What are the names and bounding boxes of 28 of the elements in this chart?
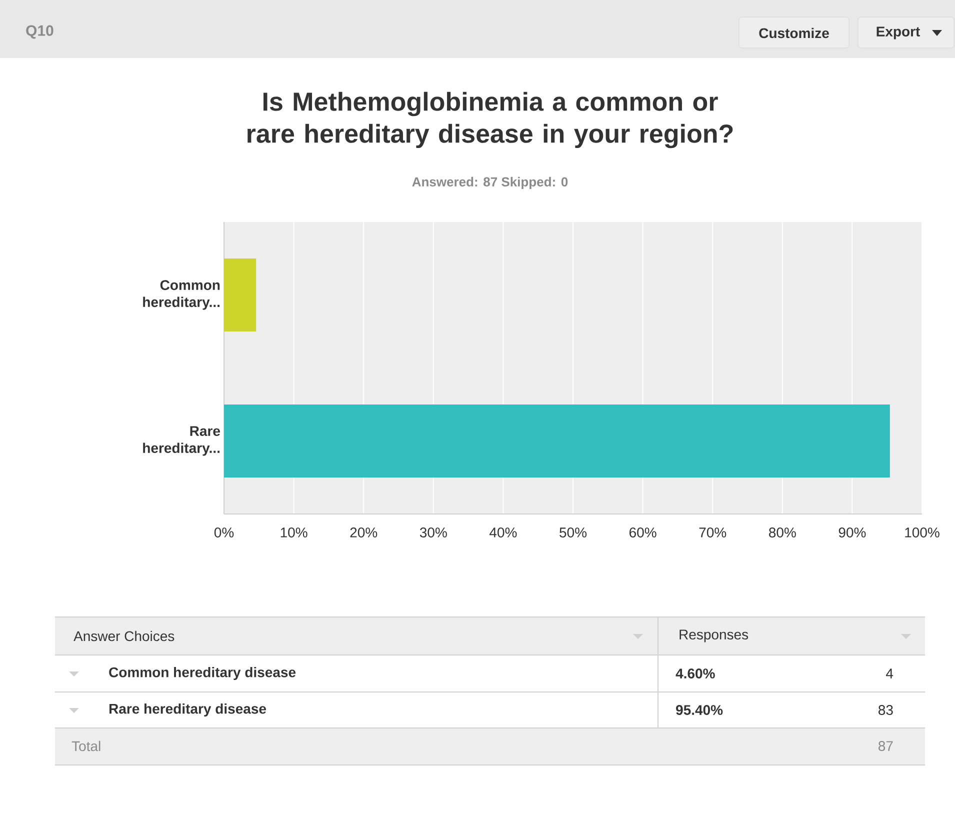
- text: Rare hereditary disease: [109, 703, 266, 717]
- text: Export: [876, 26, 920, 40]
- text: 95.40%: [676, 705, 723, 715]
- x-tick-label: 100%: [905, 528, 940, 538]
- y-tick-label: Common hereditary...: [143, 280, 220, 310]
- text: Total: [72, 740, 100, 752]
- x-tick-label: 10%: [280, 528, 308, 538]
- chart-subtitle: Answered: 87 Skipped: 0: [412, 176, 568, 190]
- chart-title: Is Methemoglobinemia a common or rare hereditary disease in your region?: [248, 92, 733, 148]
- x-tick-label: 40%: [490, 528, 517, 538]
- x-tick-label: 0%: [214, 528, 234, 538]
- x-tick-label: 50%: [560, 528, 587, 538]
- text: Answer Choices: [74, 630, 174, 642]
- text: Customize: [759, 28, 829, 38]
- text: Common hereditary disease: [109, 666, 296, 680]
- text: 87: [878, 741, 893, 751]
- text: 4.60%: [676, 668, 715, 678]
- text: Responses: [680, 630, 748, 642]
- text: 83: [878, 705, 893, 715]
- x-tick-label: 60%: [630, 528, 656, 538]
- y-tick-label: Rare hereditary...: [143, 426, 220, 456]
- x-tick-label: 70%: [699, 528, 726, 538]
- text: Q10: [26, 25, 54, 39]
- x-tick-label: 30%: [420, 528, 447, 538]
- text: 4: [886, 668, 894, 678]
- x-tick-label: 80%: [769, 528, 796, 538]
- x-tick-label: 90%: [838, 528, 866, 538]
- x-tick-label: 20%: [350, 528, 378, 538]
